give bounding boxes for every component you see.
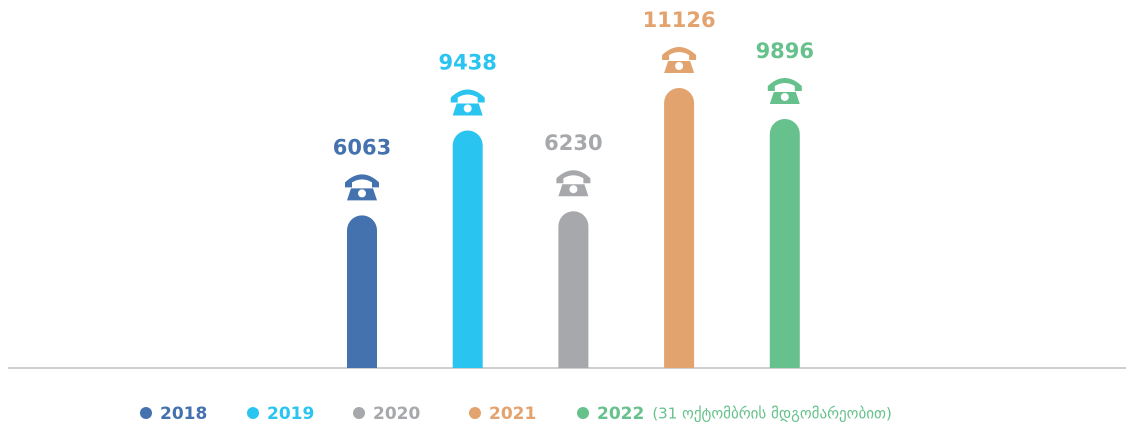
phone-dial [358, 189, 366, 198]
phone-dial [463, 104, 472, 113]
legend-dot [247, 407, 259, 419]
bar [347, 215, 377, 368]
phone-dial [569, 185, 578, 194]
value-label: 6063 [333, 135, 391, 159]
phone-handset [345, 174, 379, 188]
legend-label: 2018 [160, 404, 207, 424]
legend-dot [353, 407, 365, 419]
legend-label: 2021 [489, 404, 536, 424]
phone-handset [450, 89, 485, 103]
legend-note: (31 ოქტომბრის მდგომარეობით) [652, 405, 892, 423]
value-label: 6230 [544, 131, 602, 155]
phone-handset [662, 47, 697, 60]
bar [769, 118, 800, 368]
legend-label: 2019 [267, 404, 314, 424]
bar [452, 130, 483, 368]
phone-icon [767, 77, 802, 104]
phone-handset [556, 170, 591, 184]
legend-dot [140, 407, 152, 419]
value-label: 9438 [438, 50, 496, 74]
phone-handset [767, 77, 802, 91]
phone-icon [662, 47, 697, 73]
bar [558, 211, 589, 368]
bar [664, 88, 695, 368]
legend-dot [469, 407, 481, 419]
phone-dial [675, 62, 684, 70]
value-label: 9896 [756, 39, 814, 63]
legend-label: 2020 [373, 404, 420, 424]
value-label: 11126 [643, 8, 716, 32]
legend-label: 2022 [597, 404, 644, 424]
phone-dial [780, 92, 789, 101]
legend-dot [577, 407, 589, 419]
phone-icon [556, 170, 591, 197]
phone-icon [345, 174, 379, 201]
phone-icon [450, 89, 485, 116]
